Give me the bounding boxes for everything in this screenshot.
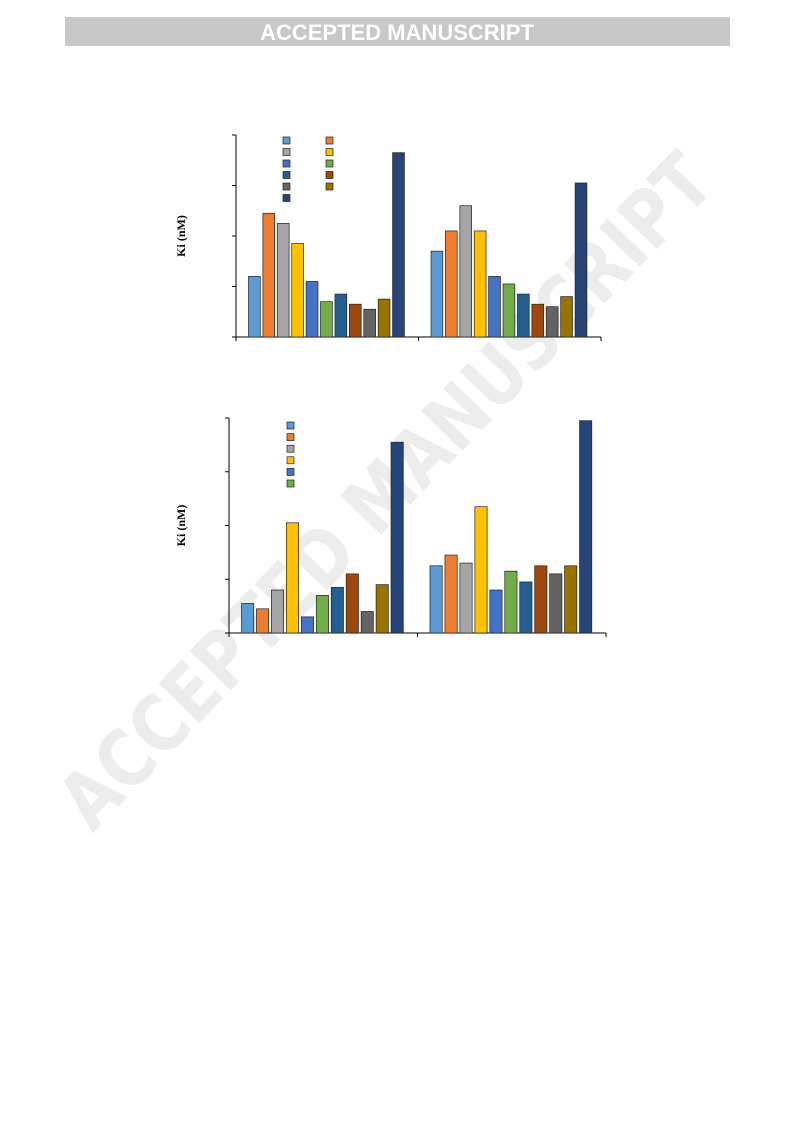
bar xyxy=(377,298,391,338)
legend-swatch xyxy=(282,194,291,202)
legend-swatch xyxy=(325,136,334,145)
legend-swatch xyxy=(325,171,334,179)
legend-swatch xyxy=(282,148,291,156)
bar xyxy=(459,205,472,338)
bar xyxy=(549,573,563,634)
bar xyxy=(564,565,578,634)
bar xyxy=(579,420,593,634)
bar xyxy=(545,306,559,338)
bar xyxy=(459,562,473,634)
bar xyxy=(286,522,299,634)
legend-swatch xyxy=(286,421,295,430)
bar xyxy=(271,589,285,634)
bar xyxy=(504,570,518,634)
bar xyxy=(291,243,304,338)
bar xyxy=(256,608,270,634)
bar xyxy=(474,506,488,634)
bar xyxy=(248,276,261,338)
y-axis-label: Ki (nM) xyxy=(174,505,188,547)
bar xyxy=(375,584,389,634)
bar xyxy=(445,230,458,338)
legend-swatch xyxy=(286,433,295,441)
bar xyxy=(392,152,405,338)
legend-swatch xyxy=(282,171,291,179)
header-bar xyxy=(65,17,730,46)
legend-swatch xyxy=(282,182,291,191)
bar xyxy=(534,565,548,634)
legend-swatch xyxy=(286,456,295,465)
bar xyxy=(473,230,487,338)
bar xyxy=(330,586,344,634)
bar xyxy=(349,303,362,338)
bar xyxy=(430,250,444,338)
legend-swatch xyxy=(325,182,334,191)
bar xyxy=(531,303,545,338)
bar xyxy=(574,182,588,338)
bar xyxy=(489,589,503,634)
bar xyxy=(241,603,255,634)
bar xyxy=(390,441,404,634)
bar xyxy=(262,212,276,338)
bar xyxy=(560,296,573,338)
bar xyxy=(305,281,319,338)
bar xyxy=(320,301,333,338)
bar xyxy=(363,308,376,338)
bar xyxy=(502,283,516,338)
y-axis-label: Ki (nM) xyxy=(174,215,188,257)
bar xyxy=(519,581,533,634)
legend-swatch xyxy=(282,159,291,168)
bar xyxy=(517,293,530,338)
bar xyxy=(334,293,348,338)
legend-swatch xyxy=(286,468,295,476)
header-title: ACCEPTED MANUSCRIPT xyxy=(260,20,534,45)
legend-swatch xyxy=(325,148,334,156)
legend-swatch xyxy=(282,136,291,145)
bar xyxy=(429,565,443,634)
bar xyxy=(360,611,374,634)
bar xyxy=(276,223,290,338)
bar xyxy=(444,554,458,634)
legend-swatch xyxy=(286,444,295,453)
bar xyxy=(345,573,359,634)
bar xyxy=(300,616,314,634)
bar xyxy=(315,595,329,634)
legend-swatch xyxy=(325,159,334,168)
legend-swatch xyxy=(286,479,295,488)
bar xyxy=(488,276,501,338)
watermark: ACCEPTED MANUSCRIPT xyxy=(41,137,731,847)
